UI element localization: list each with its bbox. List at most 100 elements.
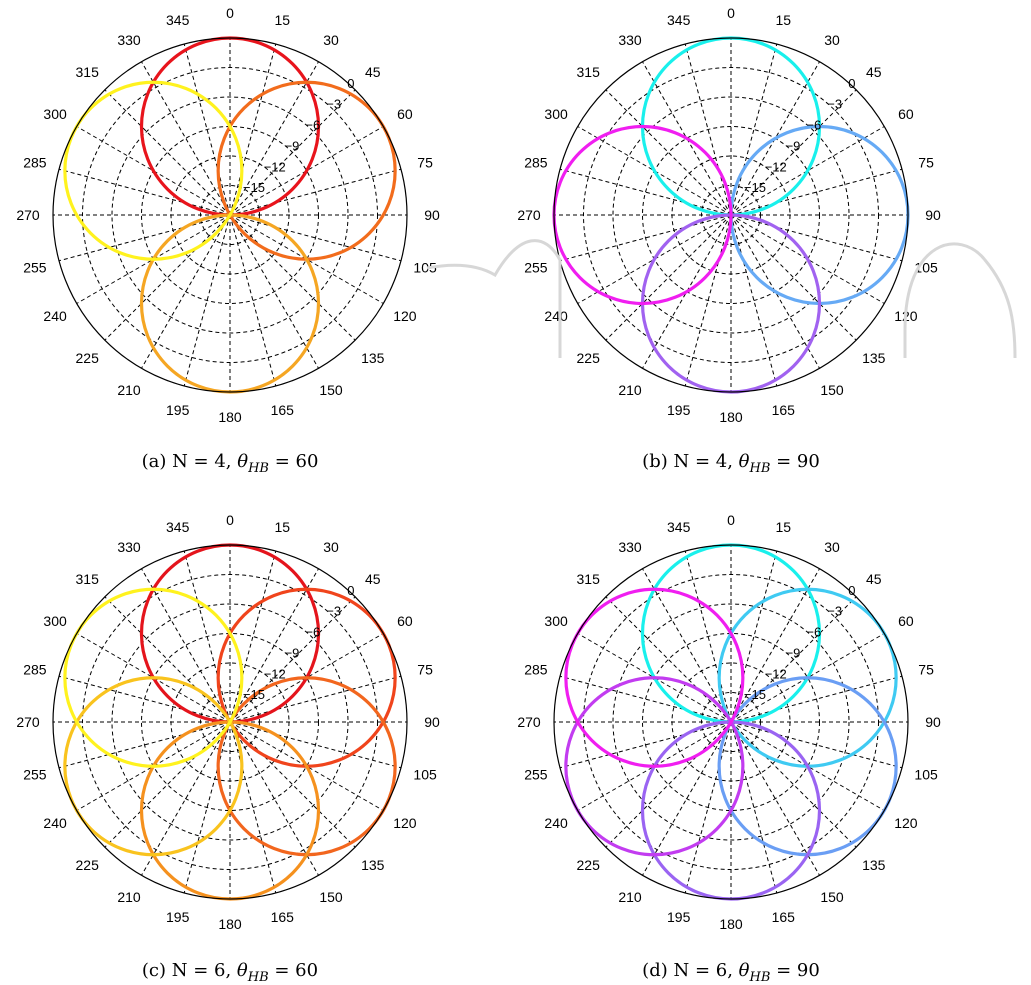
angle-tick-label: 30 xyxy=(824,32,840,48)
grid-spoke xyxy=(76,721,231,811)
angle-tick-label: 210 xyxy=(117,889,141,905)
grid-spoke xyxy=(642,568,732,723)
angle-tick-label: 285 xyxy=(23,155,47,171)
grid-spoke xyxy=(730,721,820,876)
angle-tick-label: 135 xyxy=(862,857,886,873)
angle-tick-label: 270 xyxy=(16,207,40,223)
angle-tick-label: 330 xyxy=(117,32,141,48)
grid-spoke xyxy=(141,61,231,216)
grid-spoke xyxy=(730,214,857,341)
angle-tick-label: 45 xyxy=(866,64,882,80)
grid-spoke xyxy=(684,550,732,723)
caption-symbol: θ xyxy=(237,960,248,981)
caption-rest: = 90 xyxy=(770,960,819,981)
angle-tick-label: 195 xyxy=(166,909,190,925)
grid-spoke xyxy=(730,214,885,304)
grid-spoke xyxy=(642,214,732,369)
radial-tick-label: −12 xyxy=(765,666,787,681)
angle-tick-label: 15 xyxy=(275,12,291,28)
grid-spoke xyxy=(76,633,231,723)
grid-spoke xyxy=(730,568,820,723)
grid-spoke xyxy=(229,721,402,769)
subfigure-caption: (c) N = 6, θHB = 60 xyxy=(142,960,318,985)
grid-spoke xyxy=(229,721,319,876)
grid-spoke xyxy=(605,721,732,848)
angle-tick-label: 210 xyxy=(618,382,642,398)
angle-tick-label: 240 xyxy=(43,308,67,324)
angle-tick-label: 0 xyxy=(727,512,735,528)
grid-spoke xyxy=(642,61,732,216)
grid-spoke xyxy=(605,596,732,723)
grid-spoke xyxy=(229,214,319,369)
grid-spoke xyxy=(730,675,903,723)
angle-tick-label: 345 xyxy=(667,519,691,535)
grid-spoke xyxy=(183,721,231,894)
angle-tick-label: 330 xyxy=(117,539,141,555)
angle-tick-label: 90 xyxy=(925,207,941,223)
angle-tick-label: 135 xyxy=(862,350,886,366)
angle-tick-label: 195 xyxy=(166,402,190,418)
grid-spoke xyxy=(730,721,903,769)
angle-tick-label: 90 xyxy=(424,714,440,730)
angle-tick-label: 150 xyxy=(319,382,343,398)
angle-tick-label: 330 xyxy=(618,539,642,555)
angle-tick-label: 165 xyxy=(271,402,295,418)
angle-tick-label: 165 xyxy=(772,909,796,925)
grid-spoke xyxy=(104,596,231,723)
caption-subscript: HB xyxy=(247,461,269,476)
angle-tick-label: 315 xyxy=(76,571,100,587)
grid-ring xyxy=(111,96,349,334)
angle-tick-label: 75 xyxy=(417,662,433,678)
polar-panel-3: 0 15 30 45 60 75 90 105 120 135 150 165 180 195 210 225… xyxy=(517,512,941,985)
radial-tick-label: −9 xyxy=(786,138,801,153)
grid-spoke xyxy=(730,214,820,369)
radial-tick-label: −3 xyxy=(827,97,842,112)
grid-spoke xyxy=(229,596,356,723)
angle-tick-label: 45 xyxy=(866,571,882,587)
grid-spoke xyxy=(229,168,402,216)
grid-spoke xyxy=(141,568,231,723)
angle-tick-label: 150 xyxy=(820,889,844,905)
grid-spoke xyxy=(229,675,402,723)
beam-300 xyxy=(63,587,244,768)
angle-tick-label: 270 xyxy=(517,714,541,730)
subfigure-caption: (b) N = 4, θHB = 90 xyxy=(642,451,820,476)
angle-tick-label: 255 xyxy=(23,766,47,782)
angle-tick-label: 345 xyxy=(166,12,190,28)
grid-spoke xyxy=(577,214,732,304)
angle-tick-label: 300 xyxy=(544,106,568,122)
grid-spoke xyxy=(58,721,231,769)
angle-tick-label: 300 xyxy=(43,613,67,629)
beam-300 xyxy=(63,80,244,261)
angle-tick-label: 240 xyxy=(43,815,67,831)
angle-tick-label: 165 xyxy=(772,402,796,418)
radial-tick-label: −15 xyxy=(243,687,265,702)
angle-tick-label: 180 xyxy=(218,409,242,425)
angle-tick-label: 135 xyxy=(361,857,385,873)
radial-tick-label: −9 xyxy=(285,138,300,153)
caption-symbol: θ xyxy=(739,451,750,472)
radial-tick-label: −6 xyxy=(806,625,821,640)
angle-tick-label: 180 xyxy=(719,916,743,932)
angle-tick-label: 15 xyxy=(776,12,792,28)
caption-symbol: θ xyxy=(237,451,248,472)
radial-tick-label: −9 xyxy=(786,645,801,660)
grid-spoke xyxy=(58,675,231,723)
grid-ring xyxy=(642,126,820,304)
grid-spoke xyxy=(730,168,903,216)
angle-tick-label: 75 xyxy=(417,155,433,171)
angle-tick-label: 180 xyxy=(719,409,743,425)
angle-tick-label: 210 xyxy=(117,382,141,398)
grid-spoke xyxy=(559,721,732,769)
grid-spoke xyxy=(730,214,903,262)
grid-spoke xyxy=(229,126,384,216)
grid-spoke xyxy=(684,721,732,894)
grid-spoke xyxy=(730,61,820,216)
angle-tick-label: 240 xyxy=(544,308,568,324)
angle-tick-label: 150 xyxy=(820,382,844,398)
beam-240 xyxy=(564,676,745,857)
angle-tick-label: 180 xyxy=(218,916,242,932)
angle-tick-label: 105 xyxy=(413,259,437,275)
grid-spoke xyxy=(730,89,857,216)
